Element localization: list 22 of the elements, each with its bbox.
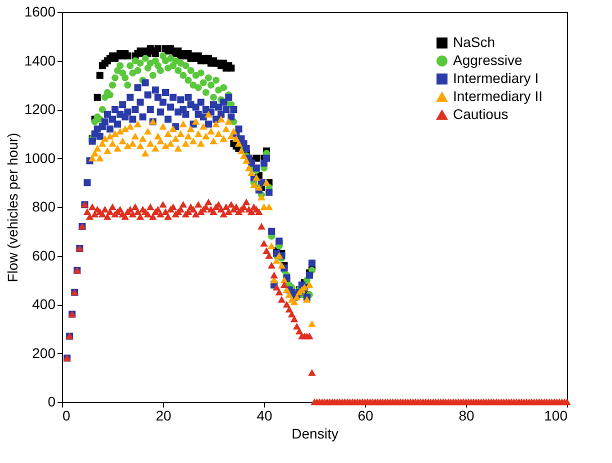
y-tick-label: 1200 bbox=[24, 101, 56, 117]
x-axis-title: Density bbox=[292, 426, 338, 442]
y-tick-label: 1000 bbox=[24, 150, 56, 166]
y-tick-label: 1400 bbox=[24, 52, 56, 68]
legend-label: Cautious bbox=[453, 106, 508, 122]
x-tick-label: 20 bbox=[156, 408, 172, 424]
legend-label: Intermediary I bbox=[453, 70, 539, 86]
y-axis-title: Flow (vehicles per hour) bbox=[4, 132, 20, 282]
legend-label: NaSch bbox=[453, 34, 496, 50]
x-tick-label: 0 bbox=[62, 408, 70, 424]
legend-label: Intermediary II bbox=[453, 88, 542, 104]
x-tick-label: 80 bbox=[458, 408, 474, 424]
x-tick-label: 60 bbox=[358, 408, 374, 424]
y-tick-label: 1600 bbox=[24, 4, 56, 20]
legend-label: Aggressive bbox=[453, 52, 522, 68]
x-tick-label: 100 bbox=[544, 408, 568, 424]
y-tick-label: 400 bbox=[32, 296, 56, 312]
x-tick-label: 40 bbox=[256, 408, 272, 424]
y-tick-label: 600 bbox=[32, 247, 56, 264]
y-tick-label: 800 bbox=[32, 198, 56, 214]
y-tick-label: 200 bbox=[32, 344, 56, 361]
y-tick-label: 0 bbox=[48, 394, 56, 410]
